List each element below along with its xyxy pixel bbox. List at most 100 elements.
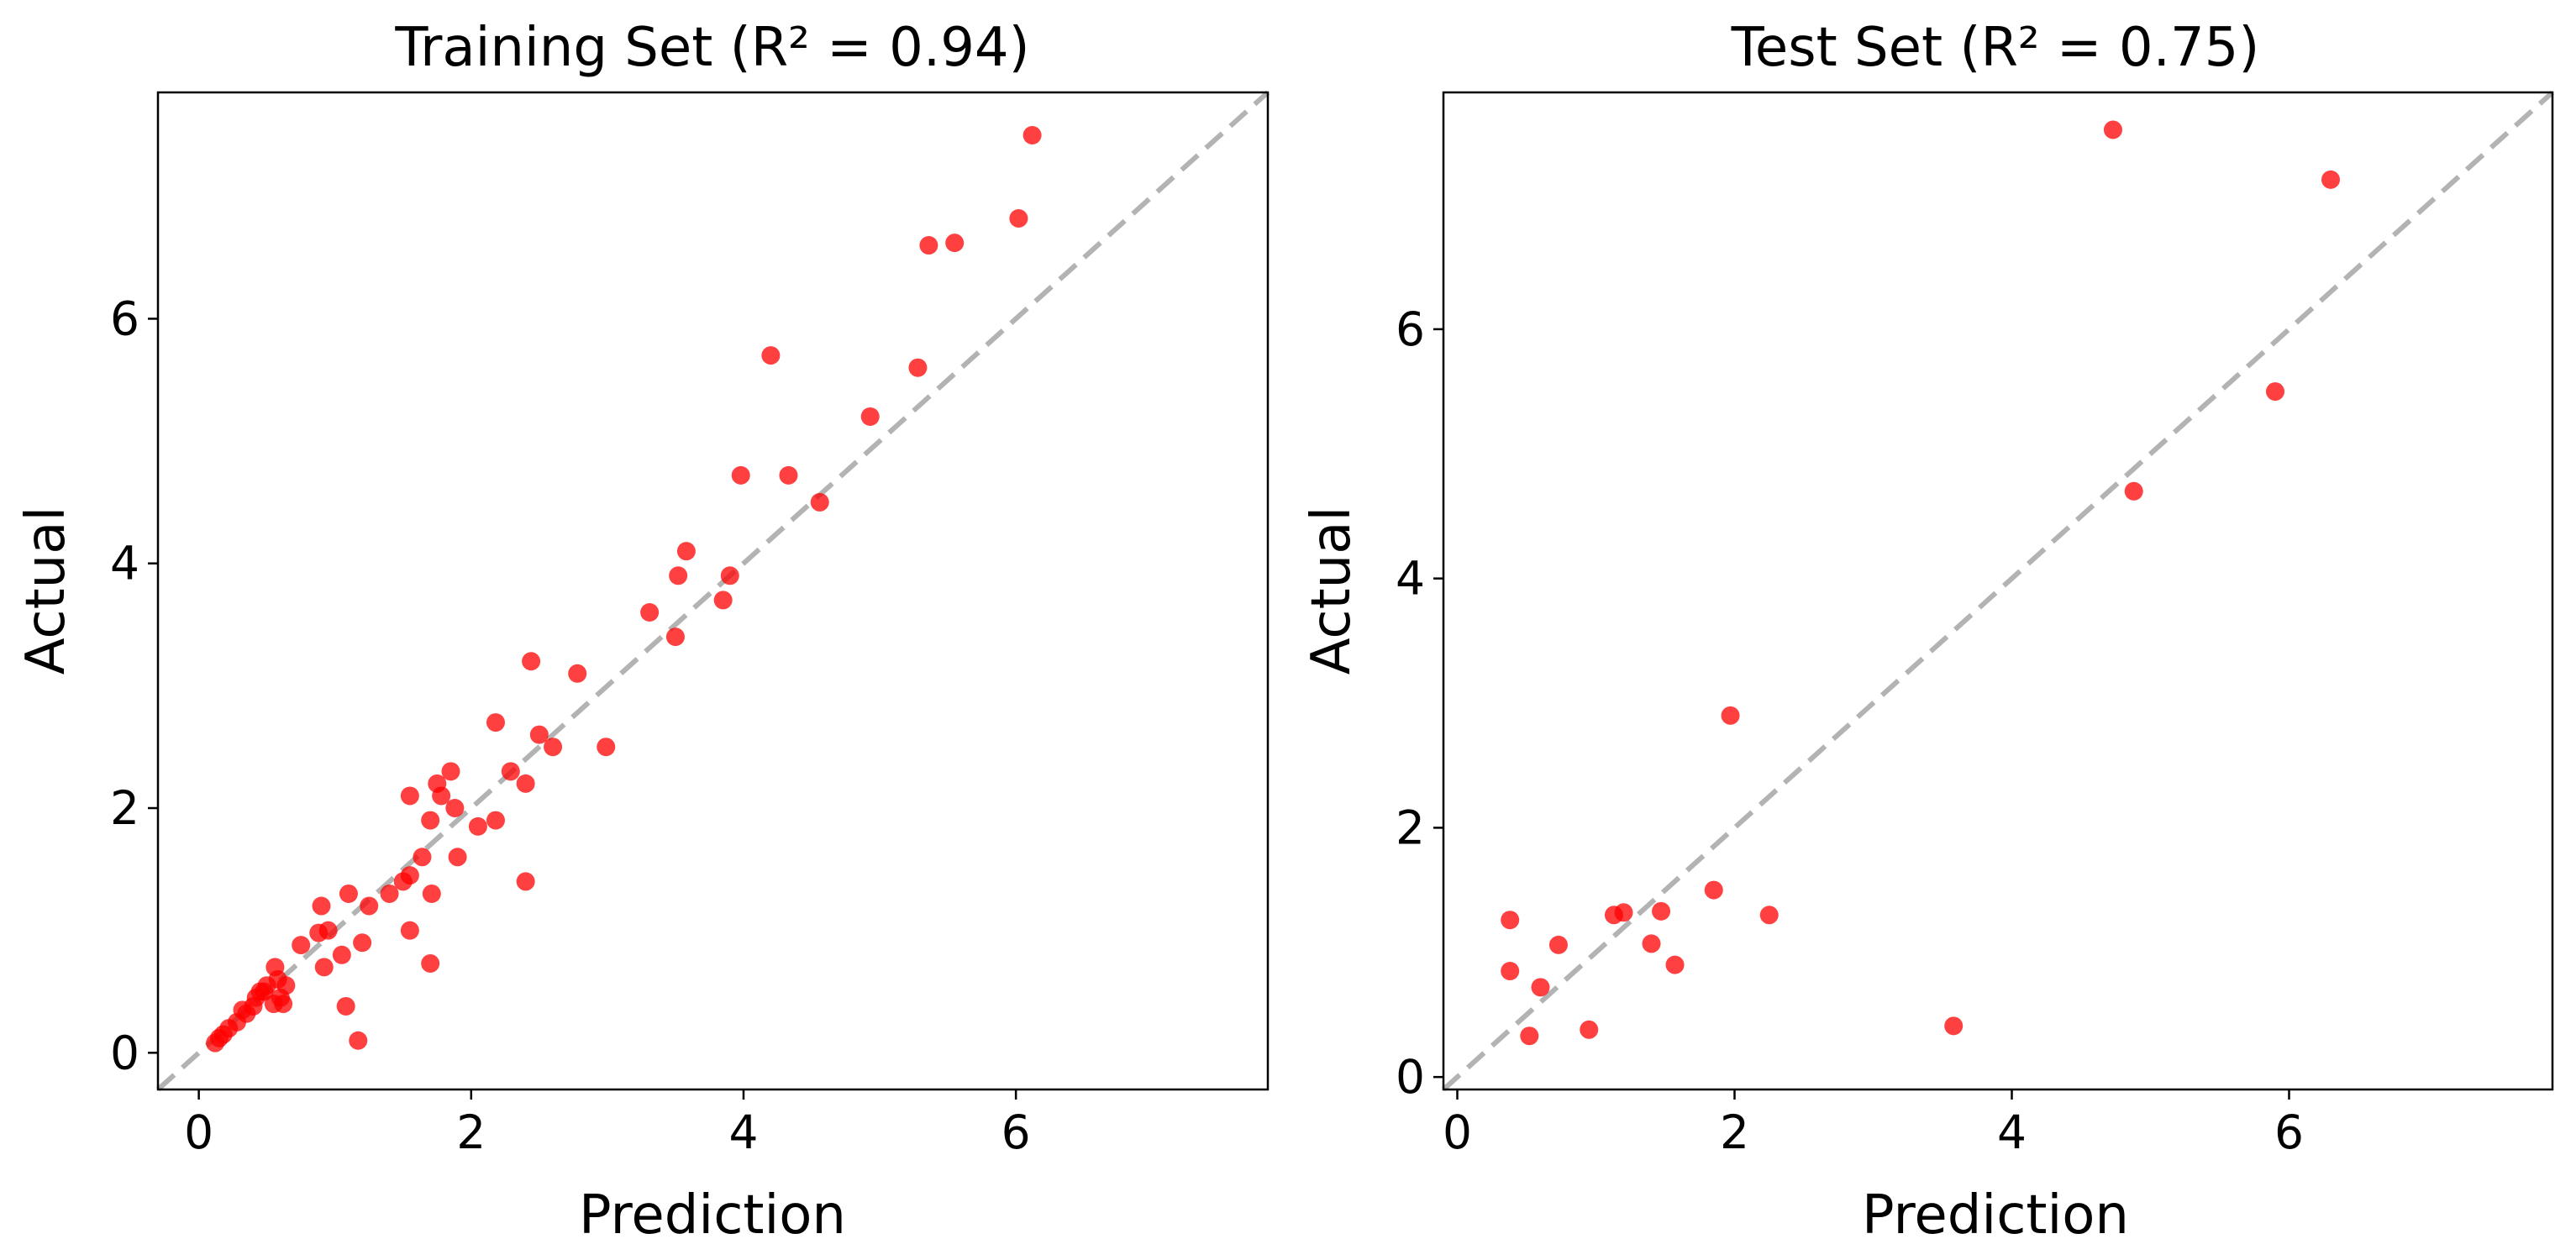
test-identity-line bbox=[1441, 90, 2555, 1092]
test-data-point bbox=[2321, 170, 2340, 189]
training-set-panel: Training Set (R² = 0.94) 0 2 4 6 0 2 4 6 Predi… bbox=[15, 17, 1270, 1247]
training-data-point bbox=[441, 762, 460, 781]
test-x-tick-label: 6 bbox=[2274, 1105, 2304, 1159]
test-x-axis-label: Prediction bbox=[1862, 1184, 2129, 1247]
training-y-axis-label: Actual bbox=[15, 507, 77, 675]
training-data-point bbox=[421, 953, 440, 973]
training-data-point bbox=[445, 799, 465, 818]
training-data-point bbox=[292, 936, 311, 955]
training-data-point bbox=[339, 884, 358, 903]
training-data-point bbox=[908, 358, 928, 377]
training-data-point bbox=[522, 652, 541, 671]
test-data-point bbox=[2266, 382, 2284, 402]
training-plot-frame bbox=[156, 91, 1270, 1091]
training-x-tick-label: 2 bbox=[456, 1105, 486, 1159]
training-data-point bbox=[761, 346, 781, 365]
test-data-point bbox=[1548, 935, 1568, 954]
test-data-point bbox=[2124, 481, 2143, 501]
test-plot-frame bbox=[1442, 91, 2554, 1091]
training-data-point bbox=[919, 236, 938, 255]
test-data-point bbox=[1614, 903, 1633, 922]
training-data-point bbox=[669, 566, 688, 585]
training-y-tick-label: 6 bbox=[110, 291, 139, 345]
training-data-point bbox=[336, 996, 355, 1016]
training-data-point bbox=[353, 933, 372, 953]
test-data-point bbox=[1944, 1016, 1964, 1036]
training-data-point bbox=[400, 786, 419, 806]
training-data-point bbox=[309, 923, 329, 942]
test-data-point bbox=[1652, 901, 1671, 921]
training-x-axis-label: Prediction bbox=[579, 1184, 846, 1247]
test-x-ticks: 0 2 4 6 bbox=[1443, 1089, 2304, 1159]
training-data-point bbox=[516, 872, 535, 891]
training-data-point bbox=[945, 234, 965, 253]
test-x-tick-label: 2 bbox=[1720, 1105, 1749, 1159]
training-data-point bbox=[360, 896, 379, 916]
training-data-point bbox=[428, 774, 447, 793]
training-data-point bbox=[413, 848, 432, 867]
training-data-point bbox=[860, 407, 880, 426]
test-y-tick-label: 2 bbox=[1396, 801, 1425, 854]
test-y-tick-label: 6 bbox=[1396, 302, 1425, 356]
test-data-point bbox=[1520, 1026, 1539, 1046]
test-points bbox=[1501, 120, 2340, 1046]
training-data-point bbox=[314, 958, 334, 977]
training-x-tick-label: 4 bbox=[728, 1105, 758, 1159]
test-y-tick-label: 4 bbox=[1396, 552, 1425, 606]
training-x-tick-label: 0 bbox=[184, 1105, 213, 1159]
training-data-point bbox=[332, 945, 351, 964]
training-data-point bbox=[422, 884, 441, 903]
training-y-tick-label: 2 bbox=[110, 781, 139, 835]
test-data-point bbox=[1531, 978, 1550, 997]
test-data-point bbox=[1580, 1020, 1599, 1039]
test-set-panel: Test Set (R² = 0.75) 0 2 4 6 0 2 4 6 Predictio… bbox=[1301, 17, 2555, 1247]
test-plot-title: Test Set (R² = 0.75) bbox=[1731, 17, 2260, 79]
training-data-point bbox=[486, 713, 505, 732]
training-plot-title: Training Set (R² = 0.94) bbox=[394, 17, 1029, 79]
training-data-point bbox=[312, 896, 331, 916]
test-y-axis-label: Actual bbox=[1301, 507, 1363, 675]
training-data-point bbox=[421, 811, 440, 830]
training-data-point bbox=[544, 738, 563, 757]
training-data-point bbox=[448, 848, 467, 867]
test-data-point bbox=[1501, 962, 1520, 981]
test-data-point bbox=[1759, 906, 1779, 925]
training-data-point bbox=[1023, 125, 1042, 144]
test-data-point bbox=[1704, 880, 1723, 900]
training-data-point bbox=[676, 542, 696, 561]
training-data-point bbox=[468, 816, 487, 836]
training-y-ticks: 0 2 4 6 bbox=[110, 291, 158, 1079]
test-data-point bbox=[1642, 934, 1661, 953]
training-data-point bbox=[265, 958, 285, 977]
training-points bbox=[206, 125, 1042, 1053]
training-data-point bbox=[720, 566, 739, 585]
test-x-tick-label: 0 bbox=[1443, 1105, 1472, 1159]
test-data-point bbox=[1721, 706, 1740, 725]
training-x-ticks: 0 2 4 6 bbox=[184, 1089, 1031, 1159]
test-y-ticks: 0 2 4 6 bbox=[1396, 302, 1443, 1104]
training-data-point bbox=[779, 465, 798, 485]
training-data-point bbox=[529, 725, 549, 744]
test-x-tick-label: 4 bbox=[1997, 1105, 2027, 1159]
training-data-point bbox=[486, 811, 505, 830]
test-y-tick-label: 0 bbox=[1396, 1050, 1425, 1104]
training-data-point bbox=[568, 664, 587, 683]
training-data-point bbox=[731, 465, 750, 485]
training-identity-line bbox=[155, 90, 1270, 1092]
test-data-point bbox=[2103, 120, 2122, 139]
training-data-point bbox=[380, 884, 399, 903]
training-data-point bbox=[713, 591, 733, 610]
training-data-point bbox=[501, 762, 520, 781]
training-data-point bbox=[810, 492, 829, 512]
training-data-point bbox=[349, 1031, 368, 1050]
test-data-point bbox=[1665, 955, 1685, 974]
training-x-tick-label: 6 bbox=[1001, 1105, 1031, 1159]
training-data-point bbox=[665, 627, 685, 647]
test-data-point bbox=[1501, 911, 1520, 930]
training-data-point bbox=[640, 602, 660, 622]
training-data-point bbox=[393, 872, 413, 891]
training-data-point bbox=[597, 738, 616, 757]
training-data-point bbox=[400, 921, 419, 940]
training-y-tick-label: 4 bbox=[110, 537, 139, 591]
